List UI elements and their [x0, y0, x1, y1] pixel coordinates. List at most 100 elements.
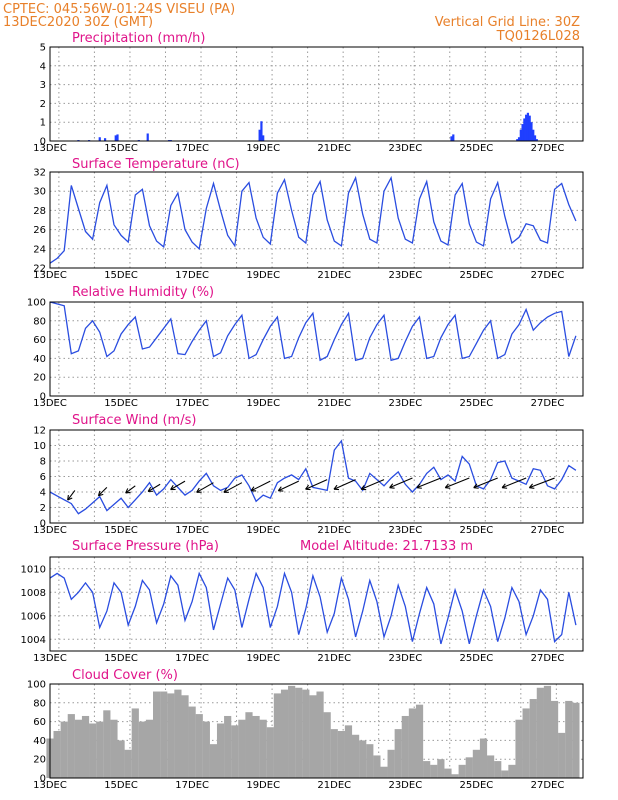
wind-panel: 0 2 4 6 8 10 12 13DEC 15DEC 17DEC 19DEC 21DEC 23DEC 2…: [33, 413, 584, 536]
x-tick-label: 23DEC: [388, 270, 422, 281]
cloud-bar: [515, 719, 523, 778]
x-tick-label: 17DEC: [175, 270, 209, 281]
x-tick-label: 13DEC: [33, 525, 67, 536]
cloud-bar: [145, 719, 154, 778]
x-tick-label: 15DEC: [104, 780, 138, 791]
precip-bar: [533, 135, 537, 141]
precip-bar: [532, 129, 535, 141]
wind-arrow: [67, 490, 76, 501]
x-tick-label: 27DEC: [531, 780, 565, 791]
x-tick-label: 17DEC: [175, 780, 209, 791]
header-left-line2: 13DEC2020 30Z (GMT): [3, 15, 153, 30]
y-tick-label: 10: [33, 441, 46, 452]
cloud-frame: [49, 683, 584, 779]
header-left-line1: CPTEC: 045:56W-01:24S VISEU (PA): [3, 2, 235, 17]
precip-bar: [517, 137, 521, 141]
cloud-bar: [188, 706, 196, 778]
cloud-bar: [565, 700, 573, 778]
wind-arrow: [360, 479, 385, 491]
precip-bar: [114, 135, 117, 141]
y-tick-label: 28: [33, 206, 46, 217]
x-tick-label: 27DEC: [531, 653, 565, 664]
precip-bar: [262, 135, 265, 141]
model-altitude-label: Model Altitude: 21.7133 m: [300, 539, 473, 554]
x-tick-label: 19DEC: [246, 780, 280, 791]
cloud-bar: [181, 695, 189, 778]
cloud-bar: [415, 704, 424, 778]
wind-arrow: [147, 483, 161, 492]
x-tick-label: 13DEC: [33, 653, 67, 664]
x-tick-label: 19DEC: [246, 525, 280, 536]
cloud-bar: [373, 755, 381, 778]
cloud-bar: [273, 693, 282, 778]
precip-bar: [98, 137, 101, 141]
cloud-bar: [153, 691, 161, 778]
wind-arrow: [333, 479, 356, 491]
cloud-bar: [195, 714, 203, 778]
precip-bar: [452, 134, 455, 141]
x-tick-label: 25DEC: [460, 653, 494, 664]
y-tick-label: 60: [33, 335, 46, 346]
x-tick-label: 27DEC: [531, 525, 565, 536]
x-tick-label: 15DEC: [104, 525, 138, 536]
precip-bar: [516, 139, 519, 141]
y-tick-label: 24: [33, 244, 46, 255]
cloud-bar: [174, 689, 182, 778]
pres-frame: [49, 556, 584, 652]
cloud-bar: [224, 715, 232, 778]
temp-series-line: [49, 175, 577, 264]
cloud-bar: [487, 755, 495, 778]
precip-bar: [146, 133, 149, 141]
x-tick-label: 15DEC: [104, 143, 138, 154]
x-tick-label: 15DEC: [104, 398, 138, 409]
x-tick-label: 19DEC: [246, 398, 280, 409]
precip-bar: [528, 115, 531, 141]
wind-arrow: [125, 485, 136, 494]
x-tick-label: 21DEC: [317, 780, 351, 791]
cloud-bar: [309, 695, 317, 778]
cloud-bar: [558, 732, 566, 778]
y-tick-label: 80: [33, 316, 46, 327]
cloud-bar: [423, 761, 431, 778]
cloud-bar: [344, 725, 353, 778]
wind-arrow: [444, 477, 470, 489]
precipitation-panel: 0 1 2 3 4 5 13DEC 15DEC 17DEC 19DEC 21DEC 23DEC 25DE…: [33, 31, 584, 154]
cloud-bar: [245, 712, 253, 778]
y-tick-label: 0: [40, 774, 46, 785]
precip-bar: [521, 124, 524, 141]
cloud-bar: [572, 702, 580, 778]
cloud-bar: [288, 685, 296, 778]
temp-title: Surface Temperature (nC): [72, 157, 240, 172]
cloud-bar: [89, 723, 97, 778]
y-tick-label: 100: [27, 298, 46, 309]
wind-series-line: [49, 439, 577, 515]
rh-frame: [49, 301, 584, 397]
header-right-line1: Vertical Grid Line: 30Z: [435, 15, 580, 30]
y-tick-label: 1008: [21, 588, 46, 599]
precip-title: Precipitation (mm/h): [72, 31, 205, 46]
x-tick-label: 21DEC: [317, 525, 351, 536]
precip-bar: [525, 114, 528, 141]
cloud-bar: [138, 721, 146, 778]
pres-title: Surface Pressure (hPa): [72, 539, 219, 554]
x-tick-label: 27DEC: [531, 398, 565, 409]
y-tick-label: 1010: [21, 564, 46, 575]
cloud-bar: [131, 708, 139, 778]
cloud-bar: [231, 725, 239, 778]
y-tick-label: 1004: [21, 635, 46, 646]
precip-bar: [116, 134, 119, 141]
x-tick-label: 19DEC: [246, 270, 280, 281]
rh-series-line: [49, 301, 577, 362]
x-tick-label: 15DEC: [104, 653, 138, 664]
cloud-bar: [401, 715, 409, 778]
humidity-panel: 0 20 40 60 80 100 13DEC 15DEC 17DEC 19DEC 21DEC 23D…: [27, 285, 584, 409]
cloud-bar: [103, 710, 111, 778]
cloud-bar: [96, 721, 104, 778]
wind-arrow: [97, 486, 108, 497]
cloud-bar: [351, 734, 360, 778]
y-tick-label: 100: [27, 680, 46, 691]
x-tick-label: 13DEC: [33, 270, 67, 281]
wind-title: Surface Wind (m/s): [72, 413, 196, 428]
temp-frame: [49, 171, 584, 269]
x-tick-label: 15DEC: [104, 270, 138, 281]
